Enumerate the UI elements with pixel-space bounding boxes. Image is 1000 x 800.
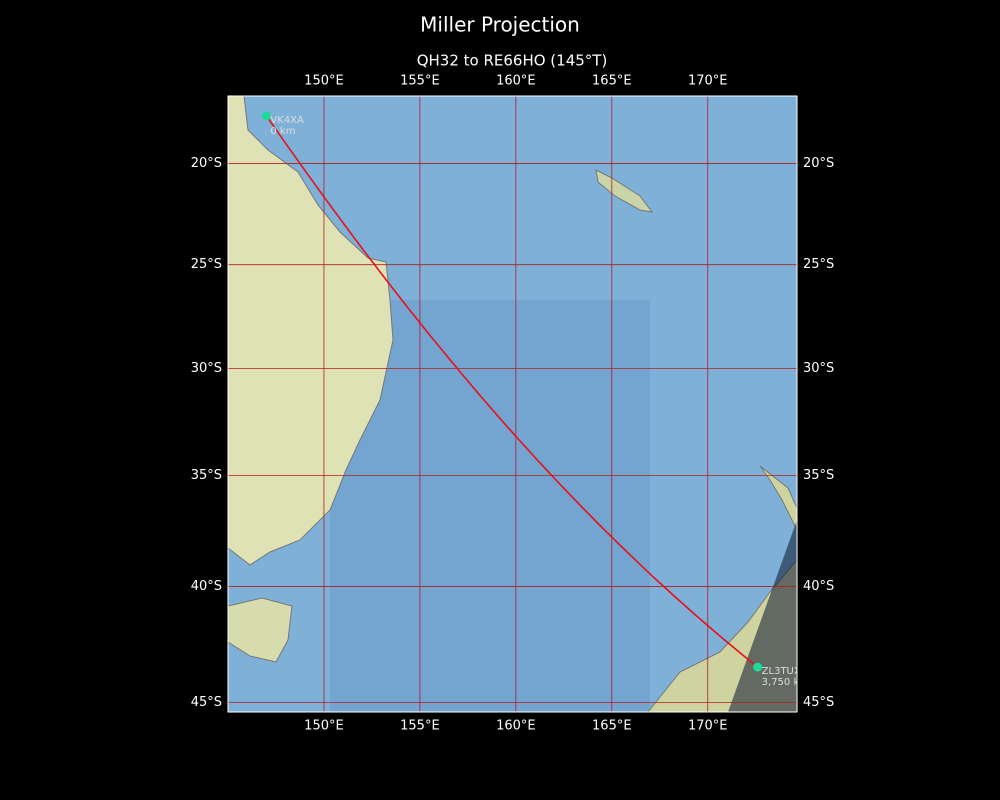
australia [228, 96, 394, 566]
station-distance: 3,750 km [762, 677, 809, 688]
lat-tick-label: 25°S [803, 257, 834, 272]
lon-tick-label: 150°E [304, 74, 344, 89]
new-zealand-north [759, 465, 797, 531]
lat-tick-label: 45°S [191, 695, 222, 710]
lon-tick-label: 170°E [688, 719, 728, 734]
lat-tick-label: 25°S [191, 257, 222, 272]
map-frame [227, 95, 798, 713]
lat-tick-label: 40°S [191, 579, 222, 594]
tick-labels: 150°E 150°E 155°E 155°E 160°E 160°E 165°E 165°E… [191, 74, 835, 734]
night-shade [728, 520, 797, 712]
title: Miller Projection [420, 13, 580, 37]
lon-tick-label: 160°E [496, 74, 536, 89]
station-marker [261, 111, 271, 121]
station-marker [753, 662, 763, 672]
lat-tick-label: 20°S [191, 156, 222, 171]
station-name: VK4XA [270, 115, 304, 126]
lon-tick-label: 160°E [496, 719, 536, 734]
lon-tick-label: 165°E [592, 74, 632, 89]
lat-tick-label: 45°S [803, 695, 834, 710]
tasmania [228, 597, 293, 663]
lon-tick-label: 155°E [400, 74, 440, 89]
lon-tick-label: 165°E [592, 719, 632, 734]
lon-tick-label: 170°E [688, 74, 728, 89]
lat-tick-label: 35°S [191, 468, 222, 483]
station-distance: 0 km [270, 126, 295, 137]
route [265, 115, 759, 668]
lat-tick-label: 30°S [191, 361, 222, 376]
lon-tick-label: 150°E [304, 719, 344, 734]
lat-tick-label: 40°S [803, 579, 834, 594]
lon-tick-label: 155°E [400, 719, 440, 734]
graticule [228, 96, 797, 712]
subtitle: QH32 to RE66HO (145°T) [417, 52, 608, 70]
lat-tick-label: 35°S [803, 468, 834, 483]
lat-tick-label: 30°S [803, 361, 834, 376]
new-caledonia [595, 169, 654, 213]
station-name: ZL3TUX [762, 666, 801, 677]
lat-tick-label: 20°S [803, 156, 834, 171]
